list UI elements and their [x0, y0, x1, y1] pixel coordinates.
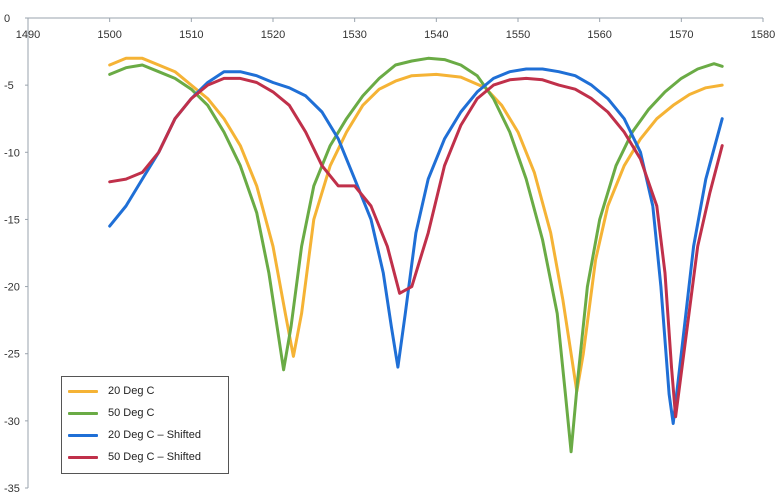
x-tick-label: 1540 — [424, 29, 448, 41]
legend-swatch — [68, 455, 98, 459]
series-line-1 — [108, 56, 724, 393]
y-tick-label: 0 — [4, 13, 10, 25]
y-tick-label: -30 — [4, 416, 20, 428]
y-tick-label: -35 — [4, 483, 20, 495]
legend-swatch — [68, 433, 98, 437]
x-tick-label: 1560 — [587, 29, 611, 41]
legend-item: 20 Deg C – Shifted — [68, 426, 201, 444]
y-tick-label: -15 — [4, 214, 20, 226]
legend-item: 50 Deg C — [68, 404, 154, 422]
legend-label: 20 Deg C — [108, 385, 155, 397]
x-tick-label: 1550 — [506, 29, 530, 41]
y-tick-label: -5 — [4, 80, 14, 92]
legend-item: 20 Deg C — [68, 382, 154, 400]
y-tick-label: -20 — [4, 282, 20, 294]
legend-swatch — [68, 411, 98, 415]
x-axis: 1490 1500 1510 1520 1530 1540 1550 1560 1570 1580 — [16, 17, 775, 41]
x-tick-label: 1520 — [261, 29, 285, 41]
y-tick-label: -10 — [4, 147, 20, 159]
y-axis: 0 -5 -10 -15 -20 -25 -30 -35 — [4, 13, 29, 495]
legend-swatch — [68, 389, 98, 393]
legend-label: 50 Deg C – Shifted — [108, 451, 201, 463]
x-tick-label: 1500 — [97, 29, 121, 41]
series-line-3 — [108, 67, 724, 425]
series-layer — [108, 56, 724, 454]
series-line-2 — [108, 56, 724, 454]
legend-label: 50 Deg C — [108, 407, 155, 419]
x-tick-label: 1580 — [751, 29, 775, 41]
series-line-4 — [108, 76, 724, 419]
legend: 20 Deg C 50 Deg C 20 Deg C – Shifted 50 Deg… — [61, 376, 229, 474]
x-tick-label: 1570 — [669, 29, 693, 41]
legend-item: 50 Deg C – Shifted — [68, 448, 201, 466]
y-tick-label: -25 — [4, 349, 20, 361]
x-tick-label: 1510 — [179, 29, 203, 41]
legend-label: 20 Deg C – Shifted — [108, 429, 201, 441]
x-tick-label: 1530 — [342, 29, 366, 41]
